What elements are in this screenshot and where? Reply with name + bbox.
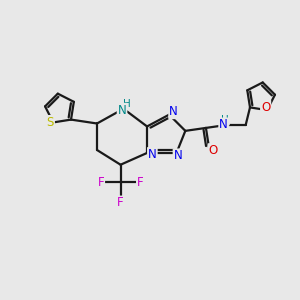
Text: S: S (46, 116, 54, 129)
Text: F: F (137, 176, 144, 189)
Text: N: N (219, 118, 228, 131)
Text: O: O (209, 144, 218, 157)
Text: F: F (117, 196, 124, 209)
Text: N: N (169, 105, 178, 118)
Text: O: O (261, 101, 270, 114)
Text: F: F (98, 176, 104, 189)
Text: H: H (123, 99, 130, 110)
Text: H: H (221, 115, 229, 125)
Text: N: N (148, 148, 157, 161)
Text: N: N (174, 149, 182, 162)
Text: N: N (118, 104, 126, 117)
